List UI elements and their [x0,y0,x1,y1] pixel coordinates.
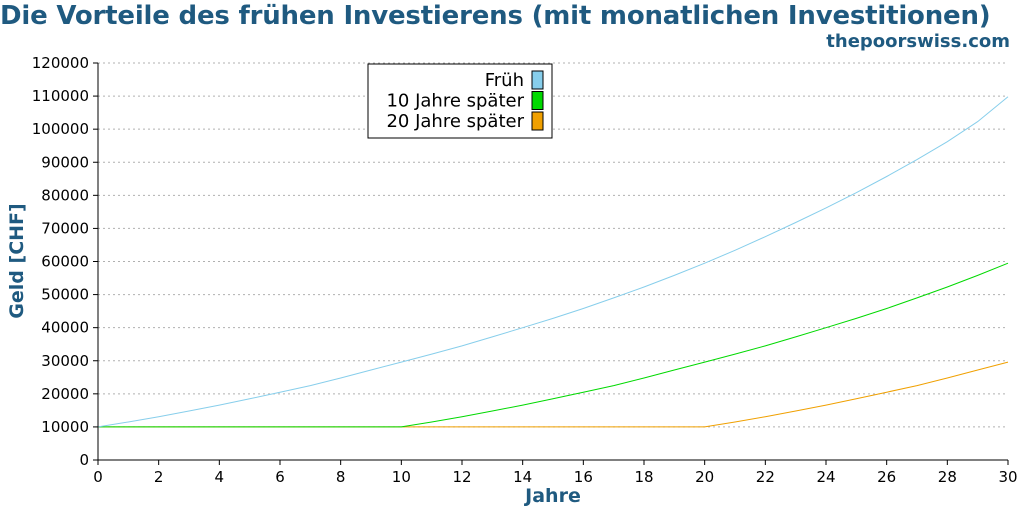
x-tick-label: 20 [695,468,714,486]
source-credit: thepoorswiss.com [826,31,1010,52]
legend-box [367,63,553,139]
y-tick-label: 60000 [41,253,89,271]
series-line-0 [97,96,1009,428]
y-tick-label: 30000 [41,352,89,370]
series-line-2 [98,361,1009,428]
x-tick-label: 6 [275,468,285,486]
x-tick-label: 28 [938,468,957,486]
x-tick-label: 22 [756,468,775,486]
legend-swatch [531,70,544,90]
x-tick-label: 2 [154,468,164,486]
x-tick-label: 0 [93,468,103,486]
y-tick-label: 80000 [41,186,89,204]
x-tick-label: 30 [998,468,1017,486]
series-lines [97,96,1009,428]
y-tick-label: 110000 [32,87,89,105]
x-tick-label: 12 [452,468,471,486]
y-axis-label: Geld [CHF] [6,203,28,318]
y-tick-label: 40000 [41,319,89,337]
legend-label: Früh [485,70,524,91]
y-tick-label: 100000 [32,120,89,138]
x-tick-label: 24 [816,468,835,486]
y-tick-label: 90000 [41,153,89,171]
legend-swatch [531,91,544,110]
y-tick-label: 20000 [41,385,89,403]
x-axis-ticks: 0 2 4 6 8 10 12 14 16 18 20 22 24 26 28 30 [93,460,1018,486]
legend-swatch [531,111,544,131]
x-axis-label: Jahre [523,485,581,507]
x-tick-label: 8 [336,468,346,486]
y-tick-label: 0 [79,451,89,469]
y-tick-label: 50000 [41,286,89,304]
y-tick-label: 70000 [41,219,89,237]
x-tick-label: 16 [574,468,593,486]
grid-lines [98,62,1008,428]
x-tick-label: 14 [513,468,532,486]
x-tick-label: 18 [634,468,653,486]
legend-label: 20 Jahre später [386,111,524,132]
y-tick-label: 10000 [41,418,89,436]
x-tick-label: 26 [877,468,896,486]
x-tick-label: 4 [215,468,225,486]
y-axis-ticks: 0 10000 20000 30000 40000 50000 60000 70000 8000… [32,54,98,469]
legend-label: 10 Jahre später [386,91,524,112]
x-tick-label: 10 [392,468,411,486]
chart-title: Die Vorteile des frühen Investierens (mi… [0,1,991,31]
series-line-1 [98,262,1009,428]
y-tick-label: 120000 [32,54,89,72]
